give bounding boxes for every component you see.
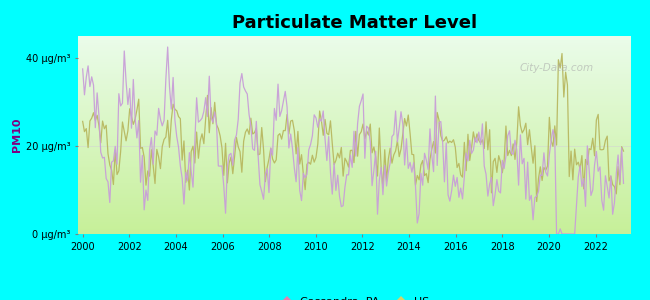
Title: Particulate Matter Level: Particulate Matter Level xyxy=(231,14,477,32)
Y-axis label: PM10: PM10 xyxy=(12,118,21,152)
Legend: Cassandra, PA, US: Cassandra, PA, US xyxy=(275,293,434,300)
Text: City-Data.com: City-Data.com xyxy=(520,63,594,73)
